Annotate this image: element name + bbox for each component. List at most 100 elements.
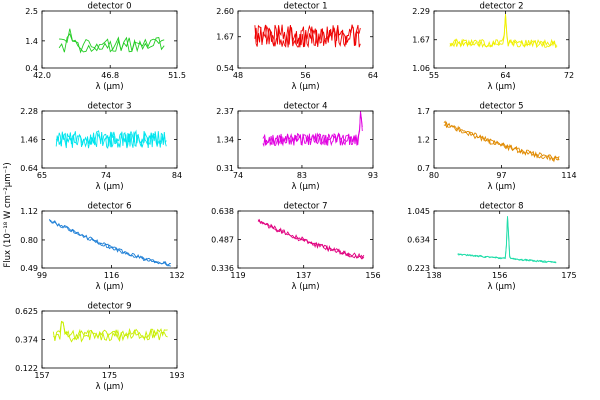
x-tick-label: 64 [368,71,378,80]
panel-detector-4: detector 4 74 83 93 0.31 1.34 2.37 λ (µm) [216,102,378,193]
y-tick-label: 2.28 [20,107,38,116]
y-tick-label: 0.49 [20,264,38,273]
panel-title: detector 5 [480,102,524,112]
series-line [262,111,363,148]
x-tick-label: 74 [101,171,111,180]
panel-detector-1: detector 1 48 56 64 0.54 1.67 2.60 λ (µm) [216,2,378,93]
x-axis-label: λ (µm) [291,82,319,92]
y-tick-label: 0.625 [15,307,38,316]
series-line [49,218,171,267]
plot-frame [41,210,178,269]
y-tick-label: 0.374 [15,335,38,344]
series-line [254,24,361,48]
panel-title: detector 2 [480,2,524,12]
x-axis-label: λ (µm) [291,182,319,192]
panel-detector-5: detector 5 80 97 114 0.7 1.2 1.7 λ (µm) [417,102,576,193]
panel-detector-9: detector 9 157 175 193 0.122 0.374 0.625 λ (µm) [15,302,185,393]
y-tick-label: 0.54 [216,64,234,73]
x-tick-label: 51.5 [168,71,186,80]
x-tick-label: 83 [297,171,307,180]
plot-frame [433,10,570,69]
y-tick-label: 1.46 [20,136,38,145]
y-tick-label: 0.487 [211,236,234,245]
panel-title: detector 7 [284,202,328,212]
y-tick-label: 1.67 [412,36,430,45]
y-tick-label: 1.045 [407,207,430,216]
y-tick-label: 2.60 [216,7,234,16]
panel-detector-7: detector 7 119 137 156 0.336 0.487 0.638 λ (µm) [211,202,381,293]
global-y-axis-label: Flux (10⁻¹⁸ W cm⁻²µm⁻¹) [3,162,13,267]
x-tick-label: 119 [230,271,245,280]
x-axis-label: λ (µm) [291,282,319,292]
x-tick-label: 156 [365,271,380,280]
panel-detector-2: detector 2 55 64 72 1.06 1.67 2.29 λ (µm) [412,2,574,93]
y-tick-label: 2.5 [25,7,38,16]
x-tick-label: 99 [37,271,47,280]
x-tick-label: 114 [561,171,576,180]
y-tick-label: 0.7 [417,164,430,173]
x-tick-label: 175 [102,371,117,380]
plot-frame [433,210,570,269]
series-line [52,320,168,343]
series-line [449,14,558,49]
series-line [55,129,167,149]
panel-title: detector 6 [88,202,132,212]
panel-title: detector 8 [480,202,524,212]
series-line [443,120,560,162]
panel-title: detector 1 [284,2,328,12]
series-line [59,28,165,53]
x-tick-label: 55 [429,71,439,80]
x-axis-label: λ (µm) [95,182,123,192]
y-tick-label: 1.2 [417,136,430,145]
x-axis-label: λ (µm) [95,282,123,292]
y-tick-label: 1.67 [216,33,234,42]
x-tick-label: 138 [426,271,441,280]
panel-title: detector 4 [284,102,328,112]
x-tick-label: 132 [169,271,184,280]
x-tick-label: 116 [104,271,119,280]
y-tick-label: 0.4 [25,64,38,73]
y-tick-label: 1.7 [417,107,430,116]
panel-title: detector 3 [88,102,132,112]
y-tick-label: 2.37 [216,107,234,116]
x-tick-label: 64 [500,71,510,80]
x-tick-label: 56 [300,71,310,80]
x-tick-label: 72 [564,71,574,80]
y-tick-label: 0.634 [407,236,430,245]
y-tick-label: 0.80 [20,236,38,245]
y-tick-label: 0.336 [211,264,234,273]
y-tick-label: 1.4 [25,37,38,46]
panel-title: detector 0 [88,2,132,12]
y-tick-label: 0.64 [20,164,38,173]
series-line [443,121,560,163]
series-line [58,33,165,54]
y-tick-label: 0.31 [216,164,234,173]
plot-frame [41,10,178,69]
x-tick-label: 80 [429,171,439,180]
panel-detector-8: detector 8 138 156 175 0.223 0.634 1.045 λ (µm) [407,202,577,293]
x-tick-label: 97 [496,171,506,180]
x-axis-label: λ (µm) [95,82,123,92]
x-tick-label: 48 [233,71,243,80]
y-tick-label: 1.34 [216,136,234,145]
x-tick-label: 175 [561,271,576,280]
x-tick-label: 156 [492,271,507,280]
x-tick-label: 93 [368,171,378,180]
plot-frame [433,110,570,169]
series-line [257,218,365,260]
y-tick-label: 1.06 [412,64,430,73]
y-tick-label: 0.122 [15,364,38,373]
x-tick-label: 46.8 [101,71,119,80]
series-line [457,216,557,264]
x-axis-label: λ (µm) [487,182,515,192]
x-tick-label: 65 [37,171,47,180]
x-axis-label: λ (µm) [487,282,515,292]
y-tick-label: 1.12 [20,207,38,216]
x-tick-label: 157 [34,371,49,380]
panel-title: detector 9 [88,302,132,312]
x-tick-label: 74 [233,171,243,180]
panel-detector-0: detector 0 42.0 46.8 51.5 0.4 1.4 2.5 λ (µm) [25,2,186,93]
x-tick-label: 42.0 [33,71,51,80]
y-tick-label: 2.29 [412,7,430,16]
